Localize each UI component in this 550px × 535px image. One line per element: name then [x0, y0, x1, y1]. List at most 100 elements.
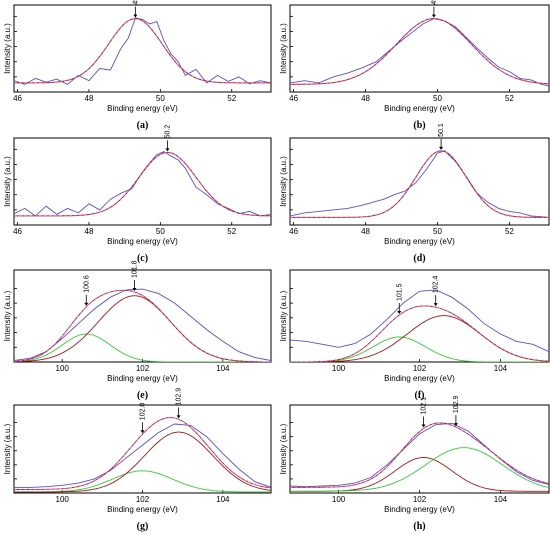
- y-axis-label-e: Intensity (a.u.): [3, 290, 12, 341]
- peak-arrowhead-g-0: [140, 430, 145, 434]
- peak-label-b-0: 49.9: [431, 0, 438, 5]
- plot-area-a: [14, 17, 271, 85]
- x-axis-label-g: Binding energy (eV): [107, 505, 178, 514]
- caption-g: (g): [137, 521, 149, 532]
- peak-arrowhead-g-1: [176, 415, 181, 419]
- x-tick-label-d-3: 52: [505, 227, 514, 236]
- x-axis-label-h: Binding energy (eV): [384, 505, 455, 514]
- panel-c: 46 48 50 52 50.2 Binding energy (eV) Intensity…: [3, 125, 272, 264]
- y-axis-label-h: Intensity (a.u.): [279, 423, 288, 474]
- peak-arrowhead-h-1: [453, 423, 458, 427]
- series-fit-overlay-h: [290, 422, 549, 488]
- plot-frame-f: [289, 269, 550, 363]
- y-axis-label-b: Intensity (a.u.): [279, 23, 288, 74]
- x-tick-label-e-1: 102: [136, 364, 150, 373]
- x-tick-label-c-0: 46: [13, 227, 22, 236]
- plot-frame-c: [13, 137, 272, 226]
- peak-label-g-0: 102.0: [140, 403, 147, 421]
- x-tick-label-h-0: 100: [332, 495, 346, 504]
- x-tick-label-a-3: 52: [227, 94, 236, 103]
- caption-e: (e): [137, 390, 148, 401]
- plot-frame-h: [289, 404, 550, 494]
- x-tick-label-b-2: 50: [433, 94, 442, 103]
- peak-label-h-0: 102.1: [421, 397, 428, 415]
- peak-arrowhead-e-1: [132, 287, 137, 291]
- x-tick-label-f-1: 102: [413, 364, 427, 373]
- x-tick-label-e-0: 100: [56, 364, 70, 373]
- series-component-e-0: [14, 333, 271, 362]
- x-tick-label-g-2: 104: [216, 495, 230, 504]
- series-fit-overlay-e: [14, 289, 271, 362]
- plot-area-b: [290, 18, 549, 87]
- x-tick-label-f-2: 104: [494, 364, 508, 373]
- peak-label-c-0: 50.2: [164, 125, 171, 139]
- y-axis-label-d: Intensity (a.u.): [279, 156, 288, 207]
- plot-area-g: [14, 417, 271, 493]
- peak-label-e-1: 101.8: [131, 260, 138, 278]
- peak-arrowhead-a-0: [133, 14, 138, 18]
- x-tick-label-f-0: 100: [332, 364, 346, 373]
- peak-arrowhead-h-0: [421, 424, 426, 428]
- x-tick-label-b-1: 48: [361, 94, 370, 103]
- plot-area-d: [290, 150, 549, 218]
- series-fit-overlay-a: [14, 18, 271, 84]
- panel-a: 46 48 50 52 49.3 Binding energy (eV) Intensity…: [3, 0, 272, 131]
- x-axis-label-e: Binding energy (eV): [107, 374, 178, 383]
- panel-g: 100 102 104 102.0 102.9 Binding energy (eV) In…: [3, 388, 272, 532]
- peak-arrowhead-f-1: [433, 303, 438, 307]
- x-axis-label-d: Binding energy (eV): [384, 237, 455, 246]
- y-axis-label-f: Intensity (a.u.): [279, 290, 288, 341]
- panel-f: 100 102 104 101.5 102.4 Binding energy (eV) In…: [279, 269, 550, 401]
- peak-label-a-0: 49.3: [132, 0, 139, 5]
- series-raw-g: [14, 423, 271, 488]
- x-tick-label-c-3: 52: [227, 227, 236, 236]
- peak-label-f-0: 101.5: [396, 283, 403, 301]
- y-axis-label-a: Intensity (a.u.): [3, 23, 12, 74]
- peak-arrowhead-e-0: [84, 302, 89, 306]
- series-fit-d: [290, 150, 549, 218]
- series-component-h-1: [290, 447, 549, 492]
- x-tick-label-g-0: 100: [56, 495, 70, 504]
- x-tick-label-e-2: 104: [216, 364, 230, 373]
- caption-f: (f): [415, 390, 425, 401]
- plot-area-c: [14, 151, 271, 217]
- x-tick-label-h-1: 102: [413, 495, 427, 504]
- series-raw-d: [290, 150, 549, 218]
- x-tick-label-d-1: 48: [361, 227, 370, 236]
- peak-label-g-1: 102.9: [176, 388, 183, 406]
- peak-label-f-1: 102.4: [433, 276, 440, 294]
- panel-h: 100 102 104 102.1 102.9 Binding energy (eV) In…: [279, 395, 550, 532]
- panel-d: 46 48 50 52 50.1 Binding energy (eV) Intensity…: [279, 123, 550, 264]
- caption-d: (d): [413, 253, 425, 264]
- plot-area-h: [290, 422, 549, 492]
- x-axis-label-b: Binding energy (eV): [384, 104, 455, 113]
- panel-e: 100 102 104 100.6 101.8 Binding energy (eV) In…: [3, 260, 272, 401]
- series-raw-f: [290, 289, 549, 353]
- peak-label-e-0: 100.6: [83, 275, 90, 293]
- x-axis-label-f: Binding energy (eV): [384, 374, 455, 383]
- x-tick-label-h-2: 104: [494, 495, 508, 504]
- y-axis-label-g: Intensity (a.u.): [3, 423, 12, 474]
- caption-a: (a): [137, 120, 149, 131]
- x-tick-label-a-1: 48: [85, 94, 94, 103]
- plot-frame-e: [13, 269, 272, 363]
- plot-frame-g: [13, 404, 272, 494]
- x-tick-label-a-2: 50: [156, 94, 165, 103]
- plot-area-f: [290, 289, 549, 362]
- x-tick-label-b-0: 46: [289, 94, 298, 103]
- caption-h: (h): [413, 521, 425, 532]
- plot-frame-a: [13, 4, 272, 93]
- caption-c: (c): [137, 253, 148, 264]
- x-tick-label-c-2: 50: [156, 227, 165, 236]
- x-tick-label-d-2: 50: [433, 227, 442, 236]
- y-axis-label-c: Intensity (a.u.): [3, 156, 12, 207]
- plot-frame-b: [289, 4, 550, 93]
- plot-area-e: [14, 288, 271, 362]
- peak-arrowhead-c-0: [165, 148, 170, 152]
- x-axis-label-a: Binding energy (eV): [107, 104, 178, 113]
- series-fit-overlay-c: [14, 152, 271, 217]
- series-fit-overlay-b: [290, 18, 549, 85]
- peak-arrowhead-d-0: [439, 146, 444, 150]
- series-raw-h: [290, 422, 549, 488]
- peak-label-h-1: 102.9: [453, 395, 460, 413]
